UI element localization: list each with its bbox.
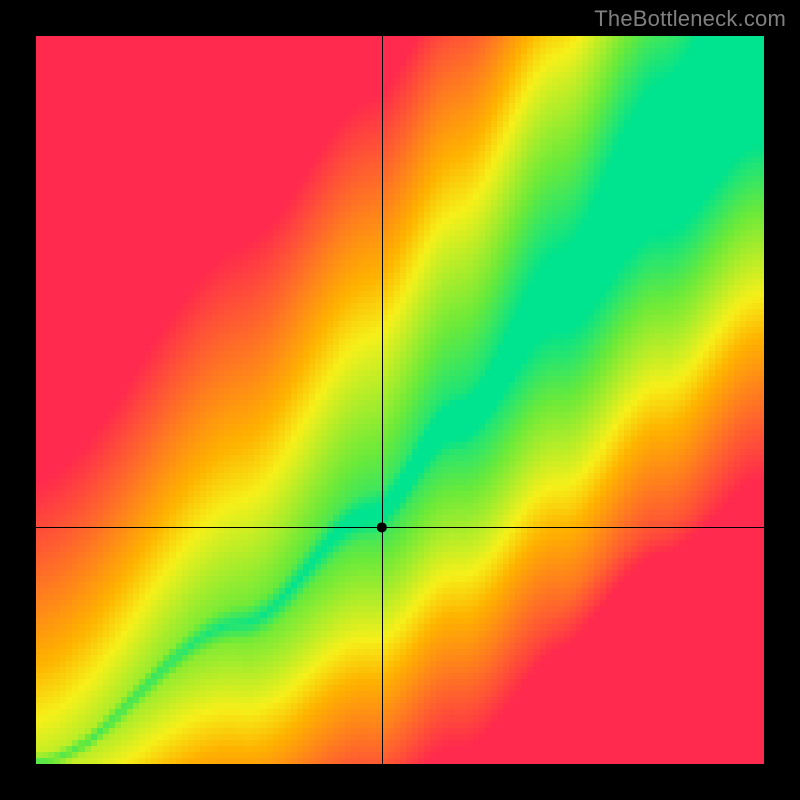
chart-container: TheBottleneck.com [0,0,800,800]
watermark-label: TheBottleneck.com [594,6,786,32]
bottleneck-heatmap [0,0,800,800]
